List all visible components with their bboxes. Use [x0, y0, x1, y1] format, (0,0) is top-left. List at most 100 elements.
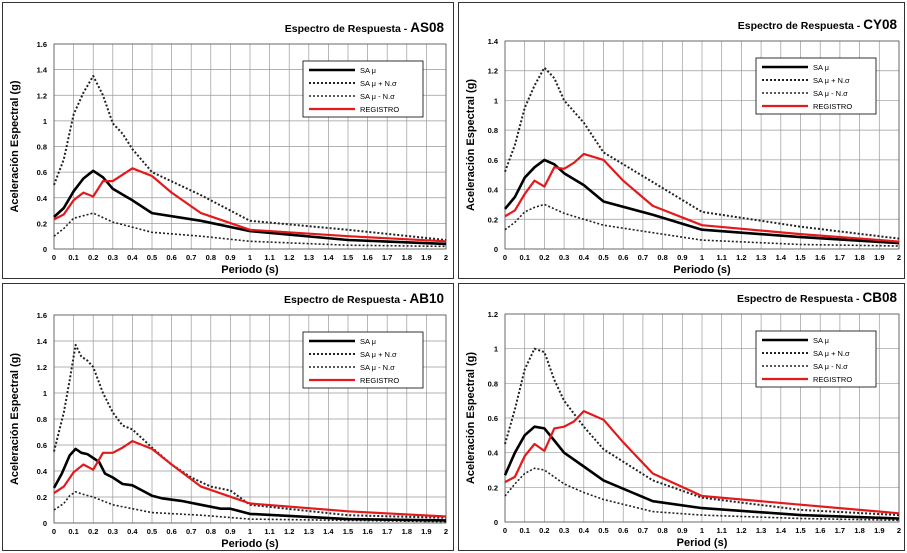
x-tick-label: 0.1	[68, 527, 78, 536]
legend: SA μ SA μ + N.σ SA μ - N.σ REGISTRO	[755, 330, 877, 388]
y-tick-label: 0.2	[488, 215, 498, 224]
x-tick-label: 0.6	[166, 527, 176, 536]
series-line-minus	[504, 203, 900, 247]
y-tick-label: 0.2	[488, 483, 498, 492]
y-tick-label: 1.2	[488, 67, 498, 76]
y-tick-label: 1.6	[37, 40, 47, 49]
legend: SA μ SA μ + N.σ SA μ - N.σ REGISTRO	[302, 60, 424, 118]
y-axis-label: Aceleración Espectral (g)	[465, 79, 477, 211]
x-tick-label: 1.4	[776, 253, 787, 262]
x-tick-label: 1.4	[323, 253, 334, 262]
x-tick-label: 1.8	[402, 253, 412, 262]
y-tick-label: 0.2	[37, 219, 47, 228]
x-tick-label: 0	[52, 527, 56, 536]
x-tick-label: 0.8	[206, 253, 216, 262]
series-line-plus	[53, 343, 447, 519]
legend-box	[302, 60, 424, 118]
x-tick-label: 0.7	[186, 253, 196, 262]
x-tick-label: 1.1	[716, 253, 726, 262]
x-tick-label: 0	[52, 253, 56, 262]
y-tick-label: 0.8	[37, 415, 47, 424]
y-tick-label: 1.6	[37, 311, 47, 320]
x-tick-label: 1.1	[716, 526, 726, 535]
x-tick-label: 0.9	[225, 527, 235, 536]
x-tick-label: 1.3	[756, 526, 766, 535]
x-tick-label: 1.8	[854, 253, 864, 262]
series-line-minus	[504, 467, 900, 522]
x-tick-label: 0.7	[638, 253, 648, 262]
chart-title: Espectro de Respuesta - AS08	[285, 20, 445, 35]
x-tick-label: 1.6	[362, 527, 372, 536]
x-tick-label: 0.4	[579, 253, 590, 262]
x-tick-label: 2	[897, 526, 901, 535]
y-axis-label: Aceleración Espectral (g)	[9, 353, 21, 485]
x-tick-label: 1.7	[382, 253, 392, 262]
x-tick-label: 1.1	[264, 253, 274, 262]
y-tick-label: 1.2	[488, 310, 498, 319]
x-tick-label: 0.3	[108, 527, 118, 536]
x-tick-label: 0.5	[598, 526, 608, 535]
legend-label: REGISTRO	[813, 102, 852, 111]
y-tick-label: 0.6	[37, 441, 47, 450]
y-tick-label: 1.4	[488, 37, 499, 46]
x-tick-label: 0.4	[127, 527, 138, 536]
x-tick-label: 0	[503, 526, 507, 535]
chart-title-code: AS08	[410, 20, 444, 35]
y-tick-label: 1	[43, 117, 47, 126]
x-tick-label: 1.6	[815, 253, 825, 262]
series-line-registro	[504, 409, 900, 515]
legend-label: SA μ + N.σ	[360, 79, 397, 88]
x-tick-label: 2	[897, 253, 901, 262]
x-tick-label: 1.4	[776, 526, 787, 535]
x-tick-label: 0.6	[618, 253, 628, 262]
chart-title: Espectro de Respuesta - CB08	[737, 290, 897, 305]
x-tick-label: 0.2	[539, 253, 549, 262]
x-tick-label: 1.5	[795, 253, 805, 262]
legend-label: SA μ	[360, 337, 376, 346]
y-tick-label: 0	[494, 245, 498, 254]
chart-svg: Espectro de Respuesta - CB08 0 0.2 0.4 0.6 0.…	[465, 290, 901, 549]
y-tick-label: 0.4	[488, 449, 499, 458]
legend-label: SA μ	[360, 66, 376, 75]
y-tick-label: 0	[43, 519, 47, 528]
y-tick-label: 1	[43, 389, 47, 398]
plot-frame	[53, 43, 447, 250]
x-tick-label: 1.3	[756, 253, 766, 262]
x-tick-label: 1.5	[343, 253, 353, 262]
y-tick-label: 1.2	[37, 91, 47, 100]
y-tick-label: 0.8	[488, 126, 498, 135]
chart-panel-ab10: Espectro de Respuesta - AB10 0 0.2 0.4 0.6 0.…	[2, 283, 454, 551]
x-tick-label: 0.9	[225, 253, 235, 262]
x-axis-label: Period (s)	[677, 537, 728, 549]
legend-label: SA μ - N.σ	[360, 363, 395, 372]
series-line-registro	[53, 167, 447, 243]
chart-panel-as08: Espectro de Respuesta - AS08 0 0.2 0.4 0.6 0.…	[2, 2, 454, 279]
legend-label: SA μ	[813, 63, 829, 72]
x-tick-label: 0.8	[206, 527, 216, 536]
legend-label: SA μ + N.σ	[813, 349, 850, 358]
y-axis-label: Aceleración Espectral (g)	[465, 352, 477, 484]
x-tick-label: 1.9	[874, 526, 884, 535]
plot-frame	[504, 313, 900, 523]
x-tick-label: 2	[444, 253, 448, 262]
y-tick-label: 0.4	[488, 186, 499, 195]
x-tick-label: 1.9	[421, 527, 431, 536]
x-tick-label: 1.6	[815, 526, 825, 535]
chart-svg: Espectro de Respuesta - CY08 0 0.2 0.4 0.6 0.…	[465, 17, 901, 276]
x-tick-label: 0.5	[147, 253, 157, 262]
y-tick-label: 0.2	[37, 493, 47, 502]
y-tick-label: 1.4	[37, 337, 48, 346]
x-tick-label: 0.3	[559, 253, 569, 262]
x-tick-label: 0.5	[147, 527, 157, 536]
series-line-registro	[53, 440, 447, 518]
y-tick-label: 0.6	[488, 156, 498, 165]
legend-label: SA μ - N.σ	[813, 89, 848, 98]
series-line-plus	[53, 75, 447, 241]
x-tick-label: 0.8	[657, 253, 667, 262]
y-tick-label: 0	[494, 518, 498, 527]
x-tick-label: 1.5	[343, 527, 353, 536]
x-tick-label: 1.2	[284, 527, 294, 536]
x-tick-label: 0.1	[519, 526, 529, 535]
x-tick-label: 0.6	[618, 526, 628, 535]
chart-title: Espectro de Respuesta - CY08	[738, 17, 898, 32]
